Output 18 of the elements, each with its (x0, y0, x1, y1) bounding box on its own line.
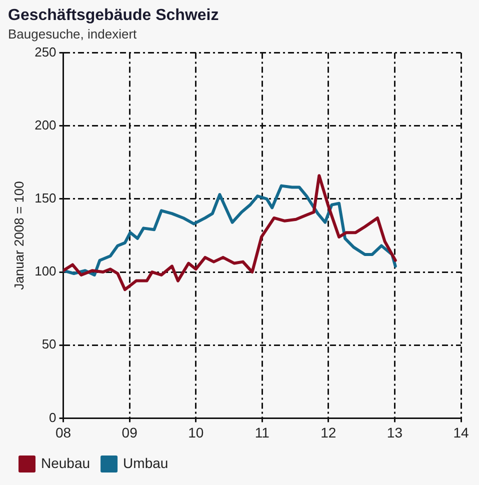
x-tick-label: 13 (386, 424, 403, 440)
x-tick-label: 10 (188, 424, 204, 440)
x-tick-label: 12 (320, 424, 336, 440)
chart-subtitle: Baugesuche, indexiert (8, 26, 138, 42)
y-tick-label: 250 (34, 44, 56, 60)
x-tick-label: 14 (453, 424, 469, 440)
legend-label: Neubau (41, 454, 90, 471)
y-tick-label: 100 (34, 264, 56, 279)
legend-label: Umbau (123, 454, 168, 471)
y-tick-label: 0 (49, 410, 56, 425)
y-tick-label: 50 (42, 336, 56, 352)
chart-title: Geschäftsgebäude Schweiz (8, 7, 219, 24)
x-tick-label: 08 (56, 424, 72, 440)
y-tick-label: 200 (34, 117, 56, 132)
x-tick-label: 09 (122, 424, 138, 440)
y-axis-title: Januar 2008 = 100 (11, 181, 26, 290)
y-tick-label: 150 (34, 190, 56, 206)
x-tick-label: 11 (254, 424, 270, 440)
